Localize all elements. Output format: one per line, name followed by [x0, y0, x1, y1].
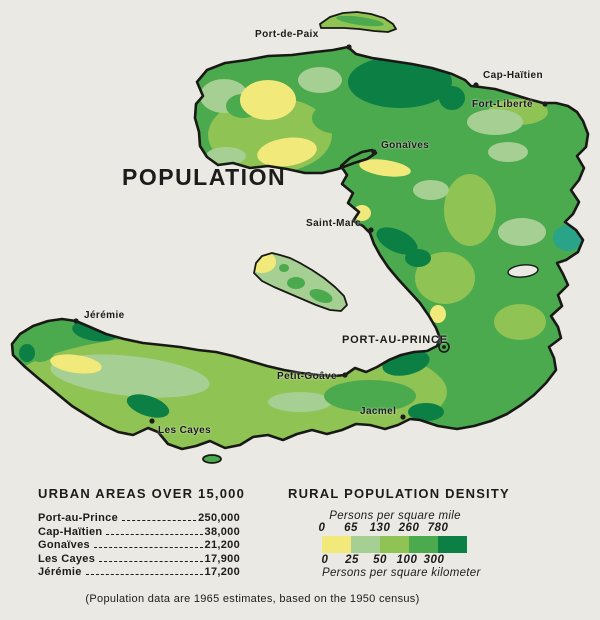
urban-areas-heading: URBAN AREAS OVER 15,000	[38, 486, 246, 501]
density-scale: Persons per square mile 0 65 130 260 780…	[318, 510, 481, 579]
density-swatch-3	[380, 536, 409, 553]
km-value: 50	[373, 554, 387, 566]
city-label-cap-haitien: Cap-Haïtien	[483, 70, 543, 81]
density-swatch-5	[438, 536, 467, 553]
city-dot-gonaives	[371, 149, 377, 155]
city-label-gonaives: Gonaïves	[381, 140, 430, 151]
urban-leader	[85, 574, 203, 576]
density-swatch-2	[351, 536, 380, 553]
density-heading: RURAL POPULATION DENSITY	[288, 486, 510, 501]
urban-city-name: Les Cayes	[38, 552, 96, 565]
urban-population: 250,000	[198, 512, 240, 524]
urban-population: 21,200	[204, 539, 240, 552]
urban-row: Cap-Haïtien 38,000	[38, 526, 240, 538]
city-label-fort-liberte: Fort-Liberté	[472, 99, 533, 110]
mile-value: 260	[398, 522, 420, 534]
density-swatch-1	[322, 536, 351, 553]
urban-population: 17,200	[204, 566, 240, 579]
urban-city-name: Gonaïves	[38, 539, 90, 552]
km-scale-values: 0 25 50 100 300	[322, 554, 468, 567]
urban-areas-legend: URBAN AREAS OVER 15,000 Port-au-Prince 2…	[38, 486, 246, 580]
urban-city-name: Jérémie	[38, 566, 82, 579]
scale-label-mile: Persons per square mile	[329, 510, 461, 522]
city-dot-saint-marc	[368, 227, 374, 233]
tortuga-island	[319, 11, 397, 33]
urban-row: Jérémie 17,200	[38, 566, 240, 578]
km-value: 100	[396, 554, 418, 566]
urban-population: 17,900	[204, 552, 240, 565]
mile-scale-values: 0 65 130 260 780	[318, 522, 468, 535]
mile-value: 65	[344, 522, 358, 534]
lake-etang	[507, 264, 539, 278]
city-label-les-cayes: Les Cayes	[158, 425, 212, 436]
city-markers	[73, 44, 548, 424]
density-swatch-row	[322, 536, 468, 553]
urban-leader	[99, 560, 203, 562]
urban-city-name: Port-au-Prince	[38, 512, 118, 524]
km-value: 25	[345, 554, 359, 566]
urban-areas-table: Port-au-Prince 250,000 Cap-Haïtien 38,00…	[38, 512, 240, 578]
mile-value: 130	[369, 522, 391, 534]
mile-value: 0	[318, 522, 326, 534]
map-title: POPULATION	[122, 164, 287, 190]
city-label-port-de-paix: Port-de-Paix	[255, 29, 319, 40]
city-label-saint-marc: Saint-Marc	[306, 218, 362, 229]
urban-row: Les Cayes 17,900	[38, 553, 240, 565]
city-dot-port-de-paix	[346, 44, 352, 50]
urban-leader	[122, 520, 197, 521]
footnote: (Population data are 1965 estimates, bas…	[85, 593, 420, 605]
scale-label-km: Persons per square kilometer	[322, 567, 481, 579]
city-dot-cap-haitien	[473, 82, 479, 88]
city-label-jacmel: Jacmel	[360, 406, 397, 417]
small-islet	[202, 454, 222, 464]
urban-city-name: Cap-Haïtien	[38, 525, 103, 538]
urban-row: Gonaïves 21,200	[38, 539, 240, 551]
city-dot-jeremie	[73, 318, 79, 324]
urban-row: Port-au-Prince 250,000	[38, 512, 240, 524]
density-swatch-4	[409, 536, 438, 553]
urban-leader	[106, 533, 203, 535]
mile-value: 780	[427, 522, 449, 534]
city-label-jeremie: Jérémie	[84, 310, 125, 321]
city-dot-les-cayes	[149, 418, 155, 424]
city-dot-petit-goave	[342, 372, 348, 378]
city-dot-fort-liberte	[542, 101, 548, 107]
km-value: 0	[321, 554, 329, 566]
city-label-petit-goave: Petit-Goâve	[277, 371, 337, 382]
city-dot-jacmel	[400, 414, 406, 420]
capital-marker	[438, 341, 450, 353]
urban-population: 38,000	[204, 525, 240, 538]
km-value: 300	[423, 554, 445, 566]
urban-leader	[93, 547, 203, 549]
density-legend: RURAL POPULATION DENSITY Persons per squ…	[288, 486, 518, 579]
haiti-map-svg	[10, 11, 590, 464]
lake-region-teal	[553, 225, 583, 251]
city-label-port-au-prince: PORT-AU-PRINCE	[342, 334, 448, 346]
gonave-island	[253, 252, 348, 312]
